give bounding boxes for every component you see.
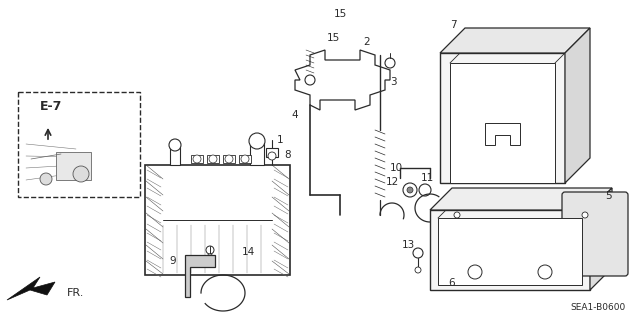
Bar [438,218,582,285]
Text: 8: 8 [285,150,291,160]
Bar [223,155,235,163]
Text: 10: 10 [389,163,403,173]
Bar [56,152,91,180]
Text: 13: 13 [401,240,415,250]
Circle shape [413,248,423,258]
Circle shape [538,265,552,279]
Circle shape [209,155,217,163]
Polygon shape [440,28,590,53]
Circle shape [407,187,413,193]
Bar [18,92,140,197]
Text: 12: 12 [385,177,399,187]
Polygon shape [185,255,215,297]
Text: 4: 4 [292,110,298,120]
Bar [207,155,219,163]
Polygon shape [565,28,590,183]
Circle shape [454,212,460,218]
Bar [250,143,264,165]
Circle shape [206,246,214,254]
Circle shape [225,155,233,163]
Circle shape [241,155,249,163]
Text: 9: 9 [170,256,176,266]
Bar [145,165,290,275]
Polygon shape [430,188,612,210]
Text: 1: 1 [276,135,284,145]
FancyBboxPatch shape [562,192,628,276]
Bar [170,147,180,165]
Circle shape [73,166,89,182]
Text: 14: 14 [241,247,255,257]
Bar [440,53,565,183]
Text: 7: 7 [450,20,456,30]
Polygon shape [485,123,520,145]
Text: SEA1-B0600: SEA1-B0600 [570,303,625,313]
Polygon shape [590,188,612,290]
Text: E-7: E-7 [40,100,62,113]
Text: 15: 15 [333,9,347,19]
Bar [266,148,278,157]
Circle shape [468,265,482,279]
Circle shape [419,184,431,196]
Circle shape [249,133,265,149]
Text: FR.: FR. [67,288,84,298]
Circle shape [582,212,588,218]
Polygon shape [7,277,55,300]
Circle shape [305,75,315,85]
Circle shape [268,152,276,160]
Bar [430,210,590,290]
Bar [239,155,251,163]
Circle shape [207,254,213,260]
Text: 3: 3 [390,77,396,87]
Bar [191,155,203,163]
Text: 6: 6 [449,278,455,288]
Circle shape [169,139,181,151]
Text: 5: 5 [605,191,611,201]
Text: 15: 15 [326,33,340,43]
Circle shape [385,58,395,68]
Text: 11: 11 [420,173,434,183]
Text: 2: 2 [364,37,371,47]
Circle shape [193,155,201,163]
Circle shape [403,183,417,197]
Bar [450,63,555,183]
Circle shape [415,267,421,273]
Circle shape [40,173,52,185]
